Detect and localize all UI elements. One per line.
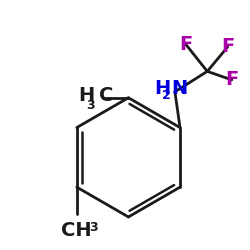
Text: CH: CH (62, 221, 92, 240)
Text: F: F (180, 35, 193, 54)
Text: F: F (221, 37, 234, 56)
Text: 3: 3 (86, 99, 94, 112)
Text: N: N (171, 79, 187, 98)
Text: F: F (225, 70, 238, 90)
Text: H: H (78, 86, 94, 105)
Text: 3: 3 (89, 220, 97, 234)
Text: H: H (154, 79, 171, 98)
Text: 2: 2 (162, 90, 171, 102)
Text: C: C (99, 86, 113, 105)
